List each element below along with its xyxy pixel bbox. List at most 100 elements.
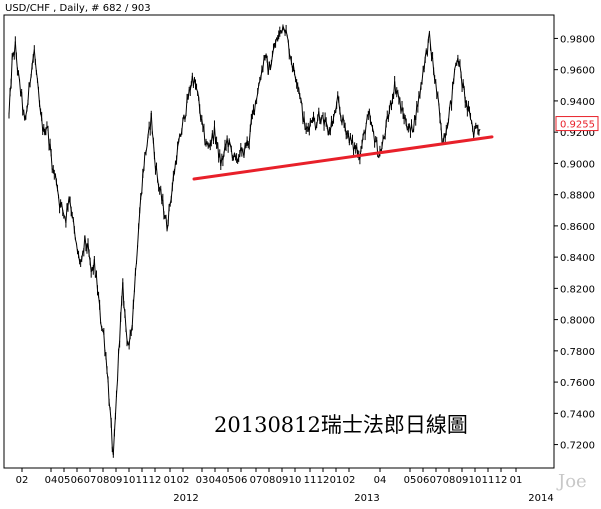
price-segment [440, 125, 443, 144]
x-tick-label: 10 [123, 475, 136, 486]
price-segment [271, 48, 274, 56]
price-segment [373, 132, 376, 143]
price-segment [388, 102, 391, 111]
price-segment [447, 109, 450, 123]
price-segment [197, 91, 200, 98]
price-segment [270, 55, 273, 65]
price-segment [364, 124, 367, 135]
price-segment [201, 119, 204, 127]
price-segment [138, 213, 141, 229]
x-tick-label: 07 [430, 475, 443, 486]
x-tick-label: 12 [149, 475, 162, 486]
price-segment [114, 395, 117, 417]
price-segment [288, 53, 291, 58]
price-segment [145, 146, 148, 153]
price-segment [150, 112, 153, 133]
price-segment [84, 235, 87, 246]
x-tick-label: 01 [510, 475, 523, 486]
current-price-label: 0.9255 [560, 120, 595, 131]
x-tick-label: 11 [304, 475, 317, 486]
price-segment [421, 70, 424, 82]
x-tick-label: 03 [196, 475, 209, 486]
price-segment [349, 135, 352, 142]
x-tick-label: 06 [71, 475, 84, 486]
price-segment [139, 197, 142, 214]
x-tick-label: 05 [58, 475, 71, 486]
price-segment [203, 128, 206, 145]
price-segment [181, 120, 184, 132]
price-segment [81, 252, 84, 260]
price-segment [460, 73, 463, 88]
price-segment [228, 139, 231, 145]
price-segment [115, 379, 119, 396]
price-segment [314, 120, 317, 130]
price-segment [177, 142, 180, 147]
x-year-label: 2013 [354, 493, 379, 504]
y-tick-label: 0.8000 [560, 316, 595, 327]
price-segment [415, 104, 418, 120]
price-segment [257, 84, 260, 94]
y-tick-label: 0.8600 [560, 222, 595, 233]
price-segment [62, 210, 65, 215]
x-tick-label: 01 [330, 475, 343, 486]
price-segment [27, 84, 30, 103]
y-tick-label: 0.8200 [560, 284, 595, 295]
price-segment [282, 25, 285, 30]
price-segment [273, 46, 275, 50]
x-tick-label: 11 [482, 475, 495, 486]
price-segment [124, 312, 127, 328]
price-segment [10, 57, 13, 85]
current-price-box [555, 116, 599, 132]
y-axis: 0.9800 0.9600 0.9400 0.9200 0.9000 0.8800 0.86… [554, 34, 595, 452]
price-segment [21, 91, 24, 111]
price-segment [442, 134, 445, 144]
x-tick-label: 12 [317, 475, 330, 486]
price-segment [147, 126, 150, 136]
price-segment [35, 71, 38, 80]
y-tick-label: 0.7600 [560, 378, 595, 389]
chart-title: USD/CHF , Daily, # 682 / 903 [5, 3, 151, 14]
price-segment [93, 259, 96, 277]
price-segment [17, 72, 21, 81]
x-tick-label: 02 [16, 475, 29, 486]
price-segment [61, 203, 64, 211]
price-segment [112, 433, 115, 455]
y-tick-label: 0.9800 [560, 34, 595, 45]
price-segment [381, 138, 384, 148]
price-segment [446, 122, 449, 128]
x-tick-label: 08 [97, 475, 110, 486]
price-segment [220, 158, 223, 167]
price-segment [110, 422, 113, 448]
y-tick-label: 0.9000 [560, 159, 595, 170]
price-segment [435, 82, 438, 94]
price-segment [89, 261, 92, 273]
y-tick-label: 0.7200 [560, 441, 595, 452]
price-segment [411, 123, 414, 133]
price-segment [47, 128, 50, 147]
x-tick-label: 02 [177, 475, 190, 486]
x-tick-label: 05 [222, 475, 235, 486]
x-tick-label: 07 [84, 475, 97, 486]
y-tick-label: 0.8800 [560, 191, 595, 202]
price-segment [258, 81, 261, 86]
x-tick-label: 10 [289, 475, 302, 486]
y-tick-label: 0.9400 [560, 97, 595, 108]
price-segment [320, 115, 323, 123]
support-trendline [192, 135, 494, 181]
price-segment [325, 121, 328, 127]
plot-frame [3, 14, 555, 469]
x-year-label: 2014 [528, 493, 553, 504]
y-tick-label: 0.8400 [560, 253, 595, 264]
price-segment [178, 134, 181, 143]
price-segment [156, 167, 159, 180]
price-series [8, 24, 481, 458]
y-tick-label: 0.7800 [560, 347, 595, 358]
price-segment [256, 93, 259, 100]
price-segment [107, 380, 110, 403]
x-tick-label: 12 [495, 475, 508, 486]
x-tick-label: 08 [443, 475, 456, 486]
price-segment [453, 68, 456, 82]
y-tick-label: 0.9200 [560, 128, 595, 139]
price-segment [99, 305, 102, 324]
